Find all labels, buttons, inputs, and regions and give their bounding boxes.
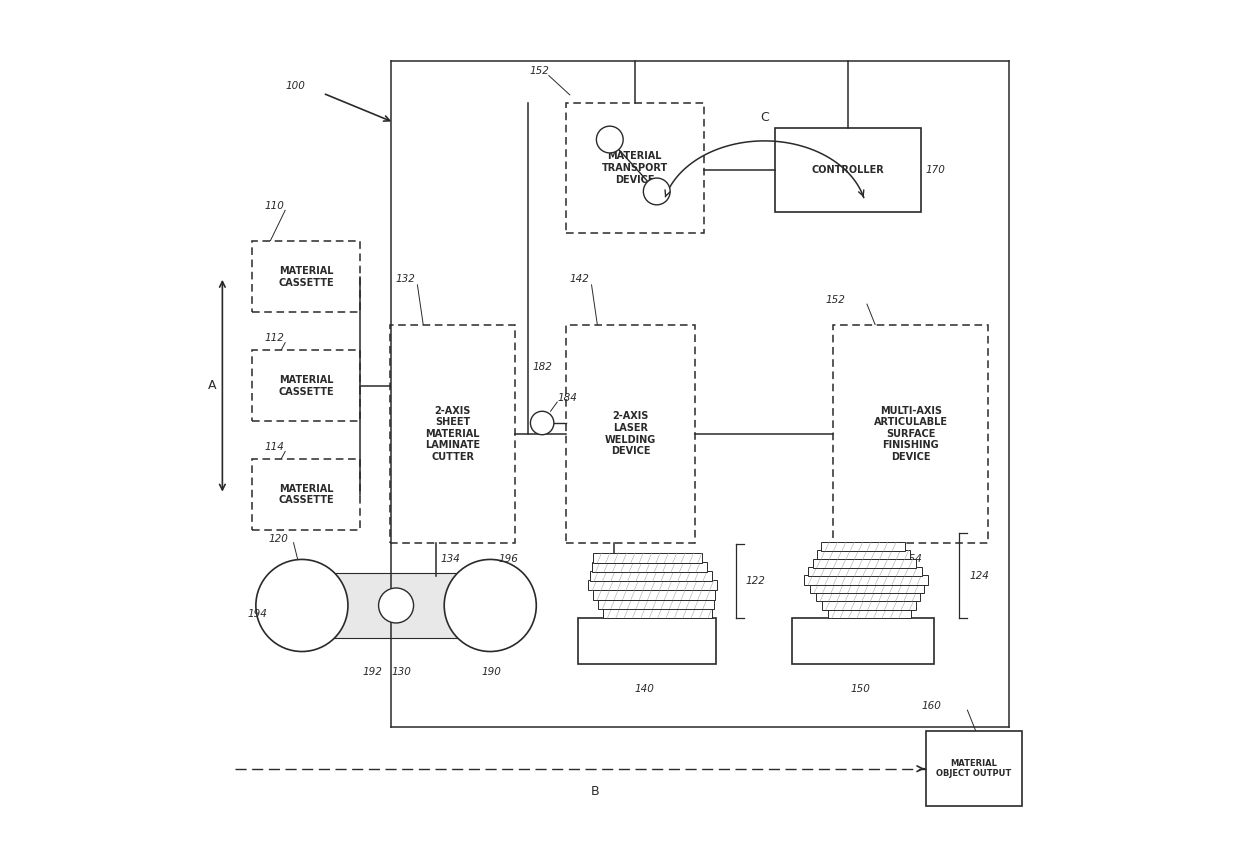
Bar bbox=[591, 562, 707, 572]
Text: 152: 152 bbox=[529, 66, 549, 77]
Circle shape bbox=[255, 559, 348, 652]
Text: 194: 194 bbox=[248, 608, 268, 619]
Bar bbox=[593, 553, 702, 563]
Text: 184: 184 bbox=[557, 393, 577, 403]
Text: 144: 144 bbox=[618, 555, 637, 564]
Text: 190: 190 bbox=[482, 667, 502, 677]
Text: MATERIAL
CASSETTE: MATERIAL CASSETTE bbox=[278, 375, 334, 397]
Bar bbox=[805, 575, 928, 585]
Text: 132: 132 bbox=[396, 274, 415, 284]
Text: 182: 182 bbox=[532, 362, 552, 372]
Bar bbox=[389, 325, 516, 543]
Text: MATERIAL
CASSETTE: MATERIAL CASSETTE bbox=[278, 483, 334, 505]
Bar bbox=[808, 567, 923, 576]
Bar bbox=[817, 551, 910, 559]
Circle shape bbox=[596, 126, 624, 153]
Text: 122: 122 bbox=[745, 576, 765, 585]
Text: 160: 160 bbox=[921, 701, 941, 711]
Text: 196: 196 bbox=[498, 555, 518, 564]
Text: 154: 154 bbox=[903, 555, 923, 564]
Bar bbox=[827, 608, 911, 618]
Text: 130: 130 bbox=[392, 667, 412, 677]
Bar bbox=[603, 608, 712, 618]
Circle shape bbox=[644, 178, 670, 205]
Text: MATERIAL
CASSETTE: MATERIAL CASSETTE bbox=[278, 266, 334, 288]
Text: 170: 170 bbox=[925, 165, 945, 175]
Bar bbox=[565, 103, 704, 233]
Text: 110: 110 bbox=[264, 201, 284, 211]
Text: MULTI-AXIS
ARTICULABLE
SURFACE
FINISHING
DEVICE: MULTI-AXIS ARTICULABLE SURFACE FINISHING… bbox=[874, 406, 947, 462]
Text: 140: 140 bbox=[635, 684, 655, 694]
Text: 192: 192 bbox=[362, 667, 382, 677]
Bar bbox=[791, 618, 934, 664]
Bar bbox=[925, 731, 1022, 807]
Text: A: A bbox=[208, 380, 217, 392]
Text: 142: 142 bbox=[569, 274, 590, 284]
Text: 120: 120 bbox=[268, 534, 288, 544]
Bar bbox=[588, 580, 717, 591]
Bar bbox=[252, 350, 361, 421]
Circle shape bbox=[378, 588, 414, 623]
Bar bbox=[816, 592, 920, 602]
Bar bbox=[598, 599, 714, 608]
Bar bbox=[252, 459, 361, 530]
Text: 100: 100 bbox=[285, 82, 305, 91]
Bar bbox=[822, 601, 915, 609]
Text: 2-AXIS
LASER
WELDING
DEVICE: 2-AXIS LASER WELDING DEVICE bbox=[605, 412, 656, 456]
Bar bbox=[810, 584, 924, 593]
Text: CONTROLLER: CONTROLLER bbox=[812, 165, 884, 175]
Bar bbox=[590, 571, 712, 581]
Text: MATERIAL
OBJECT OUTPUT: MATERIAL OBJECT OUTPUT bbox=[936, 759, 1012, 779]
Bar bbox=[821, 542, 905, 551]
Bar bbox=[812, 558, 916, 568]
Text: MATERIAL
TRANSPORT
DEVICE: MATERIAL TRANSPORT DEVICE bbox=[601, 151, 668, 185]
Text: 2-AXIS
SHEET
MATERIAL
LAMINATE
CUTTER: 2-AXIS SHEET MATERIAL LAMINATE CUTTER bbox=[425, 406, 480, 462]
Text: 112: 112 bbox=[264, 334, 284, 344]
Text: 152: 152 bbox=[825, 295, 844, 305]
Text: B: B bbox=[590, 785, 599, 798]
Bar bbox=[565, 325, 696, 543]
Bar bbox=[775, 129, 921, 212]
Circle shape bbox=[531, 411, 554, 435]
Bar bbox=[593, 590, 715, 600]
Text: 134: 134 bbox=[440, 555, 460, 564]
Bar bbox=[252, 242, 361, 312]
Text: 114: 114 bbox=[264, 443, 284, 452]
Bar bbox=[578, 618, 717, 664]
Text: C: C bbox=[760, 111, 769, 124]
Text: 124: 124 bbox=[970, 571, 990, 580]
Bar bbox=[301, 574, 490, 637]
Bar bbox=[833, 325, 988, 543]
Circle shape bbox=[444, 559, 536, 652]
Text: 150: 150 bbox=[851, 684, 870, 694]
